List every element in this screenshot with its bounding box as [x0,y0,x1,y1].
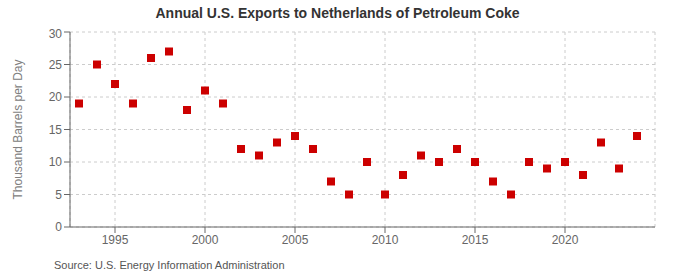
svg-text:2020: 2020 [552,233,579,247]
html-text:Source: U.S. Energy Informatio: Source: U.S. Energy Information Administ… [54,259,285,271]
svg-text:30: 30 [49,27,63,41]
svg-text:2010: 2010 [372,233,399,247]
svg-text:Thousand Barrels per Day: Thousand Barrels per Day [11,59,25,199]
svg-text:2015: 2015 [462,233,489,247]
svg-text:0: 0 [55,220,62,234]
svg-text:10: 10 [49,155,63,169]
html-text:Annual U.S. Exports to Netherl: Annual U.S. Exports to Netherlands of Pe… [155,5,520,21]
svg-text:25: 25 [49,58,63,72]
svg-text:20: 20 [49,90,63,104]
svg-text:2005: 2005 [282,233,309,247]
svg-text:5: 5 [55,188,62,202]
svg-text:15: 15 [49,123,63,137]
svg-text:2000: 2000 [192,233,219,247]
svg-text:1995: 1995 [102,233,129,247]
